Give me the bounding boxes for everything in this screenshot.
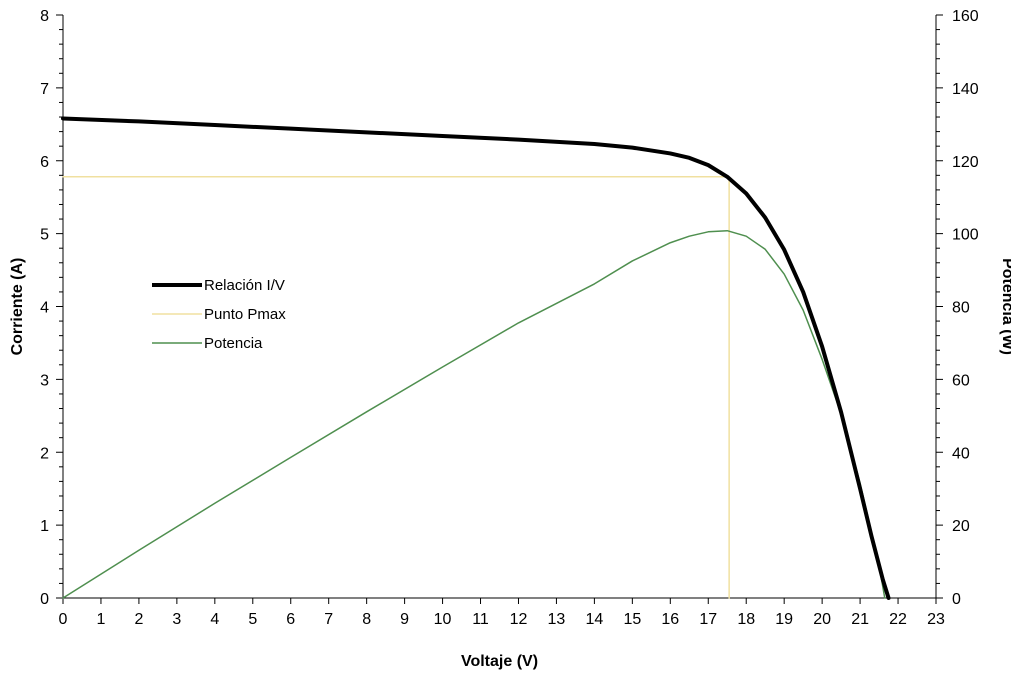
x-tick-label: 5	[248, 611, 257, 628]
y-tick-label: 2	[40, 445, 49, 462]
x-tick-label: 4	[210, 611, 219, 628]
y2-tick-label: 0	[952, 591, 961, 608]
x-tick-label: 15	[623, 611, 641, 628]
y-tick-label: 6	[40, 154, 49, 171]
legend-label: Punto Pmax	[204, 306, 286, 323]
y2-tick-label: 140	[952, 81, 979, 98]
y-tick-label: 5	[40, 227, 49, 244]
x-tick-label: 0	[59, 611, 68, 628]
x-tick-label: 20	[813, 611, 831, 628]
x-tick-label: 22	[889, 611, 907, 628]
x-tick-label: 17	[699, 611, 717, 628]
x-tick-label: 8	[362, 611, 371, 628]
x-tick-label: 2	[134, 611, 143, 628]
x-tick-label: 16	[661, 611, 679, 628]
plot-series	[61, 116, 891, 600]
axes: 0 1 2 3 4 5 6 7 8 9 10 11 12 13 14 15 16 17 18 19 20 21 22 2301…	[40, 8, 979, 628]
y-tick-label: 0	[40, 591, 49, 608]
x-tick-label: 21	[851, 611, 869, 628]
y2-tick-label: 40	[952, 445, 970, 462]
x-tick-label: 23	[927, 611, 945, 628]
y-tick-label: 7	[40, 81, 49, 98]
y2-tick-label: 120	[952, 154, 979, 171]
x-tick-label: 19	[775, 611, 793, 628]
series-relaci-n-i-v-line	[61, 116, 891, 600]
x-axis-title: Voltaje (V)	[461, 653, 538, 670]
y2-tick-label: 80	[952, 300, 970, 317]
x-tick-label: 3	[172, 611, 181, 628]
legend-label: Potencia	[204, 335, 263, 352]
x-tick-label: 12	[510, 611, 528, 628]
x-tick-label: 13	[548, 611, 566, 628]
y2-tick-label: 160	[952, 8, 979, 25]
x-tick-label: 11	[472, 611, 489, 628]
y-tick-label: 8	[40, 8, 49, 25]
x-tick-label: 18	[737, 611, 755, 628]
y2-tick-label: 100	[952, 227, 979, 244]
y-axis-title: Corriente (A)	[9, 258, 26, 356]
legend: Relación I/V Punto Pmax Potencia	[152, 277, 286, 352]
x-tick-label: 1	[97, 611, 106, 628]
y2-axis-title: Potencia (W)	[999, 258, 1011, 355]
y-tick-label: 3	[40, 372, 49, 389]
x-tick-label: 14	[585, 611, 603, 628]
x-tick-label: 6	[286, 611, 295, 628]
y-tick-label: 1	[40, 518, 49, 535]
legend-label: Relación I/V	[204, 277, 285, 294]
x-tick-label: 10	[434, 611, 452, 628]
y2-tick-label: 20	[952, 518, 970, 535]
x-tick-label: 9	[400, 611, 409, 628]
y2-tick-label: 60	[952, 372, 970, 389]
y-tick-label: 4	[40, 300, 49, 317]
x-tick-label: 7	[324, 611, 333, 628]
